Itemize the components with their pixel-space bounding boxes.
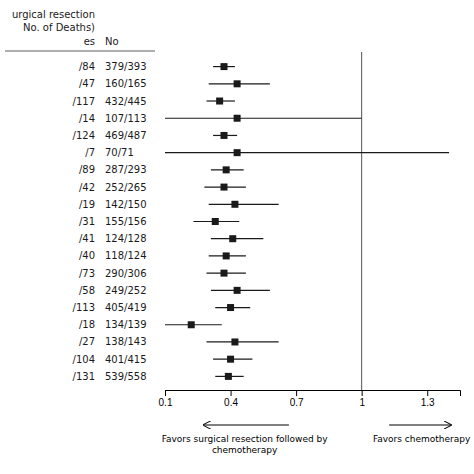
row-count: 118/124 bbox=[105, 250, 147, 261]
row-count: 252/265 bbox=[105, 182, 147, 193]
arrow bbox=[389, 424, 451, 425]
row-label: /113 bbox=[73, 302, 95, 313]
row-label: /14 bbox=[79, 113, 95, 124]
point-estimate bbox=[221, 184, 228, 191]
row-label: /73 bbox=[79, 268, 95, 279]
confidence-interval bbox=[209, 204, 279, 205]
point-estimate bbox=[227, 356, 234, 363]
point-estimate bbox=[225, 373, 232, 380]
confidence-interval bbox=[165, 118, 362, 119]
tick-mark bbox=[296, 390, 297, 396]
tick-label: 0.7 bbox=[290, 397, 304, 408]
x-axis: 0.1 0.4 0.7 1 1.3 bbox=[159, 390, 461, 408]
row-label: /131 bbox=[73, 371, 95, 382]
tick: 1.3 bbox=[421, 390, 435, 408]
tick: 0.7 bbox=[290, 390, 304, 408]
row-label: /42 bbox=[79, 182, 95, 193]
arrow-label: Favors chemotherapy bbox=[373, 434, 471, 444]
point-estimate bbox=[216, 98, 223, 105]
row-count: 142/150 bbox=[105, 199, 147, 210]
row-label: /47 bbox=[79, 78, 95, 89]
chart: /84/47/117/14/124/7/89/42/19/31/41/40/73… bbox=[0, 0, 474, 474]
plot-area bbox=[165, 52, 449, 390]
row-count: 290/306 bbox=[105, 268, 147, 279]
tick-label: 0.4 bbox=[224, 397, 238, 408]
reference-line bbox=[361, 52, 362, 390]
row-label: /58 bbox=[79, 285, 95, 296]
row-count: 134/139 bbox=[105, 319, 147, 330]
tick-mark bbox=[362, 390, 363, 396]
column-header: No. of Deaths) bbox=[23, 22, 95, 33]
tick-mark bbox=[165, 390, 166, 396]
tick-label: 1.3 bbox=[421, 397, 435, 408]
row-label: /19 bbox=[79, 199, 95, 210]
arrow-label-line: chemotherapy bbox=[212, 445, 278, 455]
row-count: 432/445 bbox=[105, 96, 147, 107]
point-estimate bbox=[223, 252, 230, 259]
row-label: /40 bbox=[79, 250, 95, 261]
point-estimate bbox=[227, 304, 234, 311]
row-count: 155/156 bbox=[105, 216, 147, 227]
column-header: No bbox=[105, 36, 119, 47]
row-label: /41 bbox=[79, 233, 95, 244]
arrow-label: Favors surgical resection followed byche… bbox=[162, 434, 329, 455]
header-rule bbox=[5, 51, 155, 52]
row-label: /7 bbox=[85, 147, 95, 158]
point-estimate bbox=[231, 201, 238, 208]
tick-mark bbox=[231, 390, 232, 396]
confidence-interval bbox=[165, 152, 449, 153]
row-count: 249/252 bbox=[105, 285, 147, 296]
row-label: /84 bbox=[79, 61, 95, 72]
row-label: /31 bbox=[79, 216, 95, 227]
point-estimate bbox=[223, 166, 230, 173]
point-estimate bbox=[234, 80, 241, 87]
arrow-label-line: Favors chemotherapy bbox=[373, 434, 471, 444]
tick-label: 1 bbox=[359, 397, 365, 408]
confidence-interval bbox=[207, 341, 279, 342]
point-estimate bbox=[221, 63, 228, 70]
tick-mark bbox=[427, 390, 428, 396]
point-estimate bbox=[212, 218, 219, 225]
arrow bbox=[203, 424, 289, 425]
row-count: 469/487 bbox=[105, 130, 147, 141]
row-label: /104 bbox=[73, 354, 95, 365]
row-label: /117 bbox=[73, 96, 95, 107]
tick-label: 0.1 bbox=[159, 397, 173, 408]
point-estimate bbox=[231, 338, 238, 345]
row-count: 287/293 bbox=[105, 164, 147, 175]
point-estimate bbox=[234, 149, 241, 156]
point-estimate bbox=[221, 270, 228, 277]
row-label: /27 bbox=[79, 336, 95, 347]
point-estimate bbox=[188, 321, 195, 328]
row-count: 405/419 bbox=[105, 302, 147, 313]
row-count: 107/113 bbox=[105, 113, 147, 124]
row-count: 70/71 bbox=[105, 147, 134, 158]
labels: /84/47/117/14/124/7/89/42/19/31/41/40/73… bbox=[12, 9, 147, 382]
tick: 1 bbox=[359, 390, 365, 408]
row-count: 160/165 bbox=[105, 78, 147, 89]
row-count: 138/143 bbox=[105, 336, 147, 347]
point-estimate bbox=[234, 115, 241, 122]
confidence-interval bbox=[211, 238, 263, 239]
row-label: /124 bbox=[73, 130, 95, 141]
row-count: 379/393 bbox=[105, 61, 147, 72]
row-count: 401/415 bbox=[105, 354, 147, 365]
column-header: es bbox=[84, 36, 95, 47]
row-count: 124/128 bbox=[105, 233, 147, 244]
arrow-label-line: Favors surgical resection followed by bbox=[162, 434, 329, 444]
axis-line bbox=[166, 391, 461, 397]
column-header: urgical resection bbox=[12, 9, 95, 20]
point-estimate bbox=[234, 287, 241, 294]
point-estimate bbox=[229, 235, 236, 242]
tick: 0.1 bbox=[159, 390, 173, 408]
row-label: /18 bbox=[79, 319, 95, 330]
point-estimate bbox=[221, 132, 228, 139]
row-count: 539/558 bbox=[105, 371, 147, 382]
tick: 0.4 bbox=[224, 390, 238, 408]
row-label: /89 bbox=[79, 164, 95, 175]
